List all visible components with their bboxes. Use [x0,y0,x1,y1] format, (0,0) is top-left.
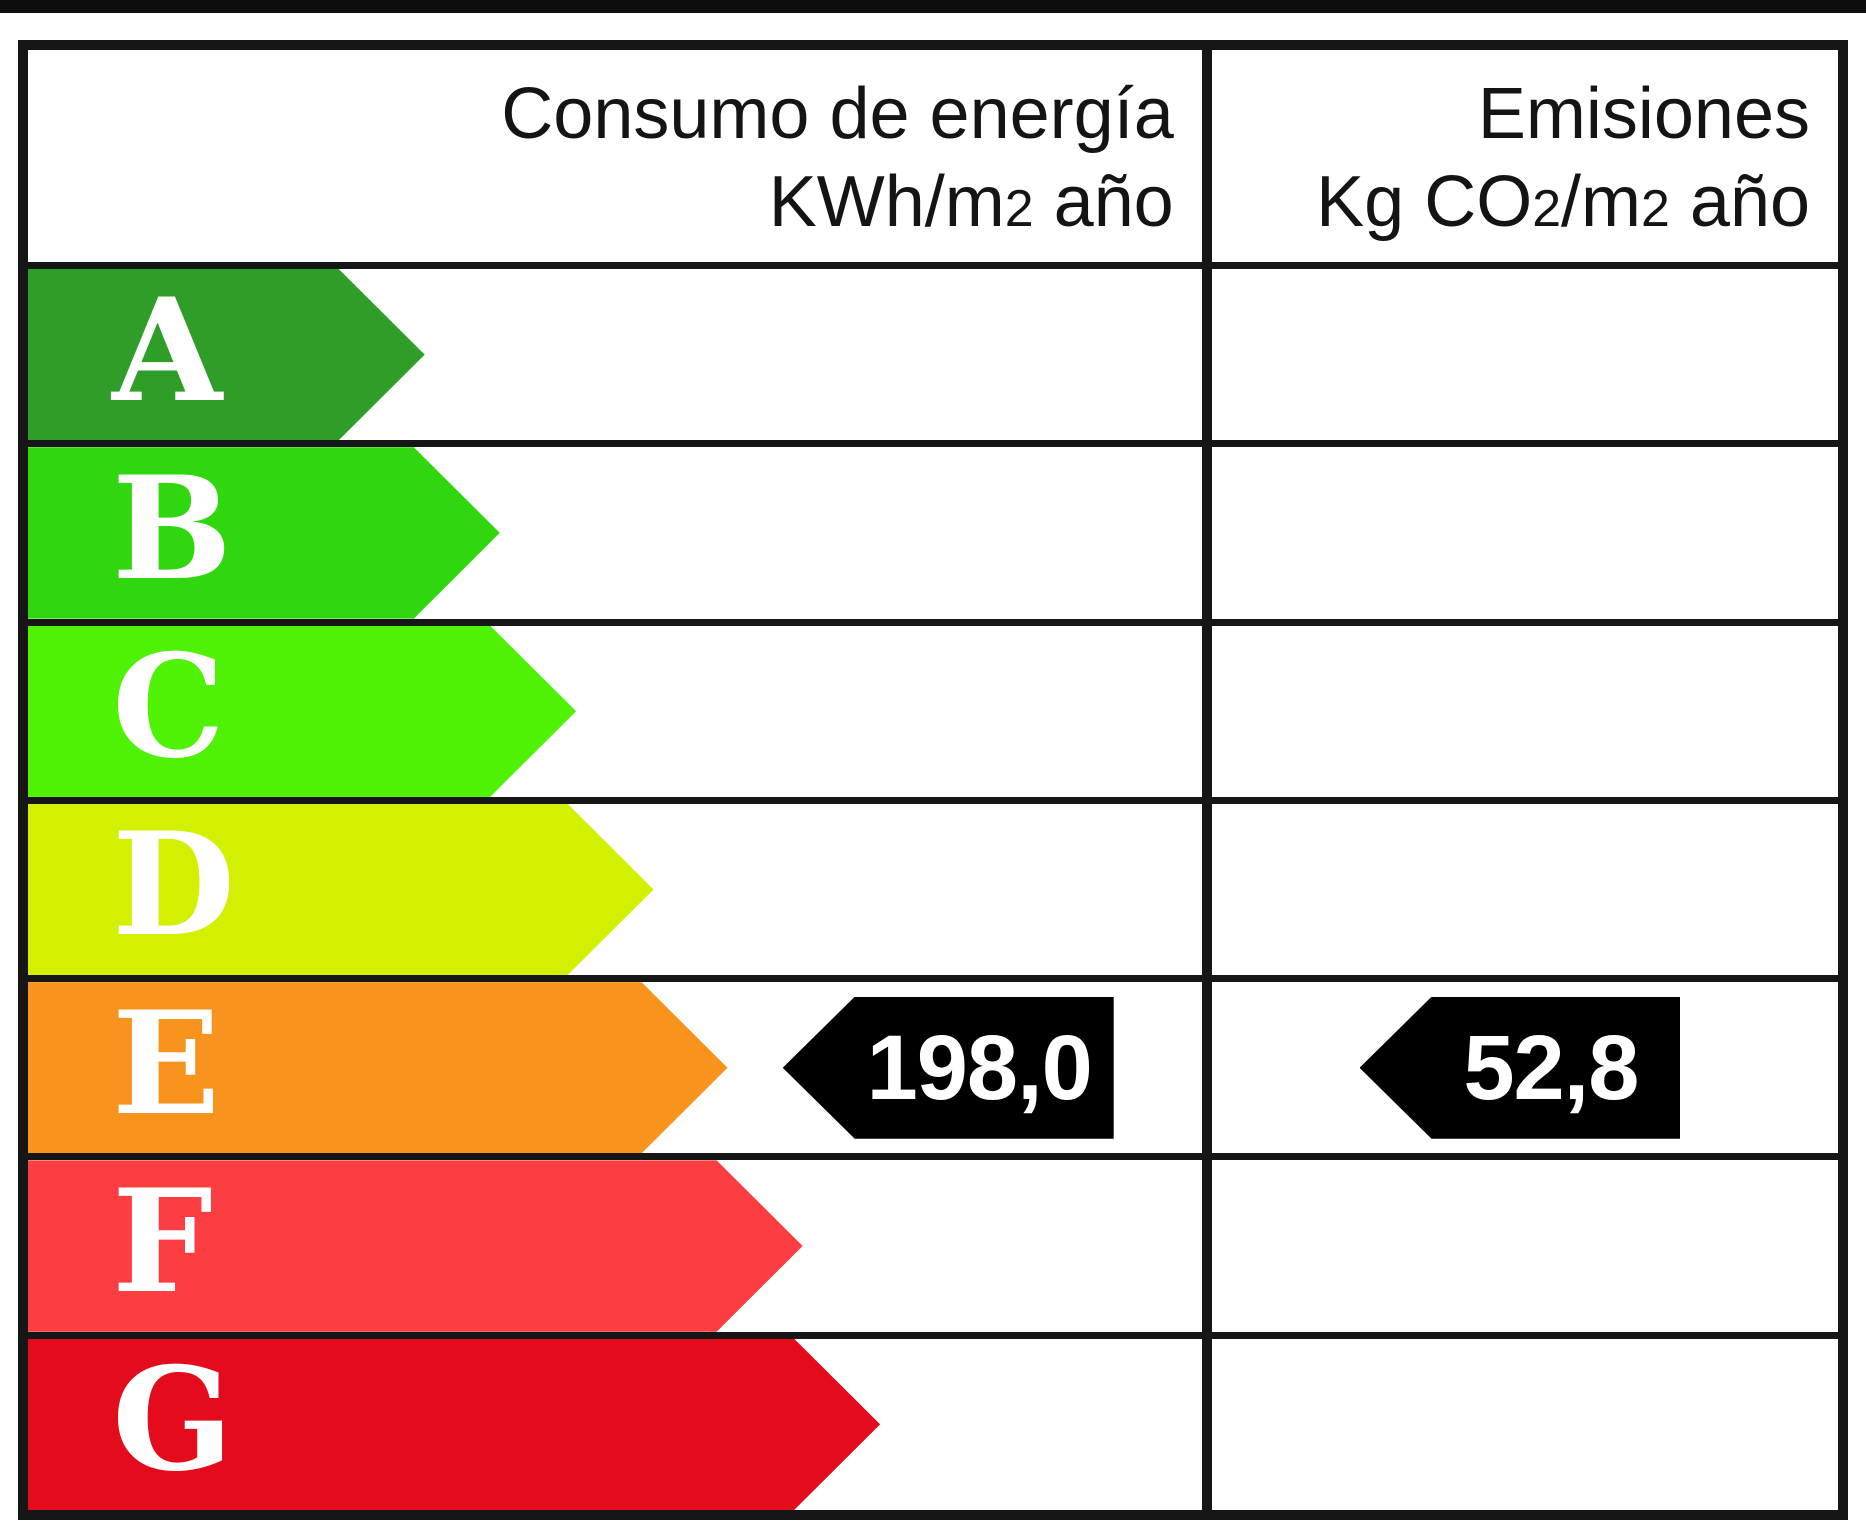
grade-letter-G: G [112,1337,234,1504]
grade-arrow-D: D [28,804,654,975]
grade-arrow-B: B [28,447,500,618]
grade-arrow-F: F [28,1160,803,1331]
consumption-cell-C: C [28,625,1212,797]
consumption-cell-D: D [28,803,1212,976]
consumption-cell-E: E 198,0 [28,982,1212,1154]
header-consumption-units: KWh/m2 año [769,159,1174,247]
emissions-cell-F [1212,1160,1838,1331]
emissions-cell-A [1212,269,1838,440]
grade-letter-C: C [112,624,226,791]
emissions-cell-E: 52,8 [1212,982,1838,1153]
header-consumption-title: Consumo de energía [501,74,1174,155]
rating-row-E: E 198,0 52,8 [28,975,1838,1154]
grade-arrow-G: G [28,1339,880,1510]
header-consumption-unit-sup: 2 [1004,179,1034,237]
header-emissions-unit-post: año [1669,162,1810,242]
header-consumption: Consumo de energía KWh/m2 año [28,50,1212,262]
header-emissions-units: Kg CO2/m2 año [1316,159,1810,247]
consumption-cell-B: B [28,447,1212,619]
consumption-value-pointer-text: 198,0 [866,1016,1093,1119]
header-emissions-title: Emisiones [1477,74,1810,155]
grade-arrow-A: A [28,269,425,440]
header-consumption-unit-pre: KWh/m [768,162,1005,242]
emissions-cell-B [1212,447,1838,618]
emissions-cell-D [1212,804,1838,975]
header-emissions: Emisiones Kg CO2/m2 año [1212,50,1838,262]
emissions-cell-G [1212,1339,1838,1510]
grade-letter-F: F [112,1159,213,1326]
rating-row-F: F [28,1153,1838,1332]
consumption-value-pointer: 198,0 [782,996,1114,1139]
header-emissions-unit-sub: 2 [1532,179,1562,237]
emissions-value-pointer: 52,8 [1359,996,1681,1139]
top-edge-strip [0,0,1866,13]
emissions-cell-C [1212,626,1838,797]
grade-letter-A: A [112,267,223,434]
header-emissions-unit-mid: /m [1561,162,1642,242]
grade-letter-D: D [112,802,236,969]
grade-letter-E: E [112,980,221,1147]
consumption-cell-G: G [28,1338,1212,1510]
rating-row-C: C [28,618,1838,797]
energy-efficiency-label: Consumo de energía KWh/m2 año Emisiones … [18,40,1848,1520]
rating-row-B: B [28,440,1838,619]
header-consumption-unit-post: año [1033,162,1174,242]
rating-scale: A B C D E 198,0 52,8 F G [28,262,1838,1510]
rating-row-A: A [28,262,1838,441]
rating-row-G: G [28,1331,1838,1510]
consumption-cell-A: A [28,269,1212,441]
rating-row-D: D [28,796,1838,976]
grade-letter-B: B [112,445,233,612]
grade-arrow-C: C [28,626,576,797]
header-emissions-unit-pre: Kg CO [1316,162,1533,242]
consumption-cell-F: F [28,1160,1212,1332]
header-emissions-unit-sup: 2 [1641,179,1670,237]
emissions-value-pointer-text: 52,8 [1463,1016,1639,1119]
header-row: Consumo de energía KWh/m2 año Emisiones … [28,50,1838,262]
grade-arrow-E: E [28,982,728,1153]
